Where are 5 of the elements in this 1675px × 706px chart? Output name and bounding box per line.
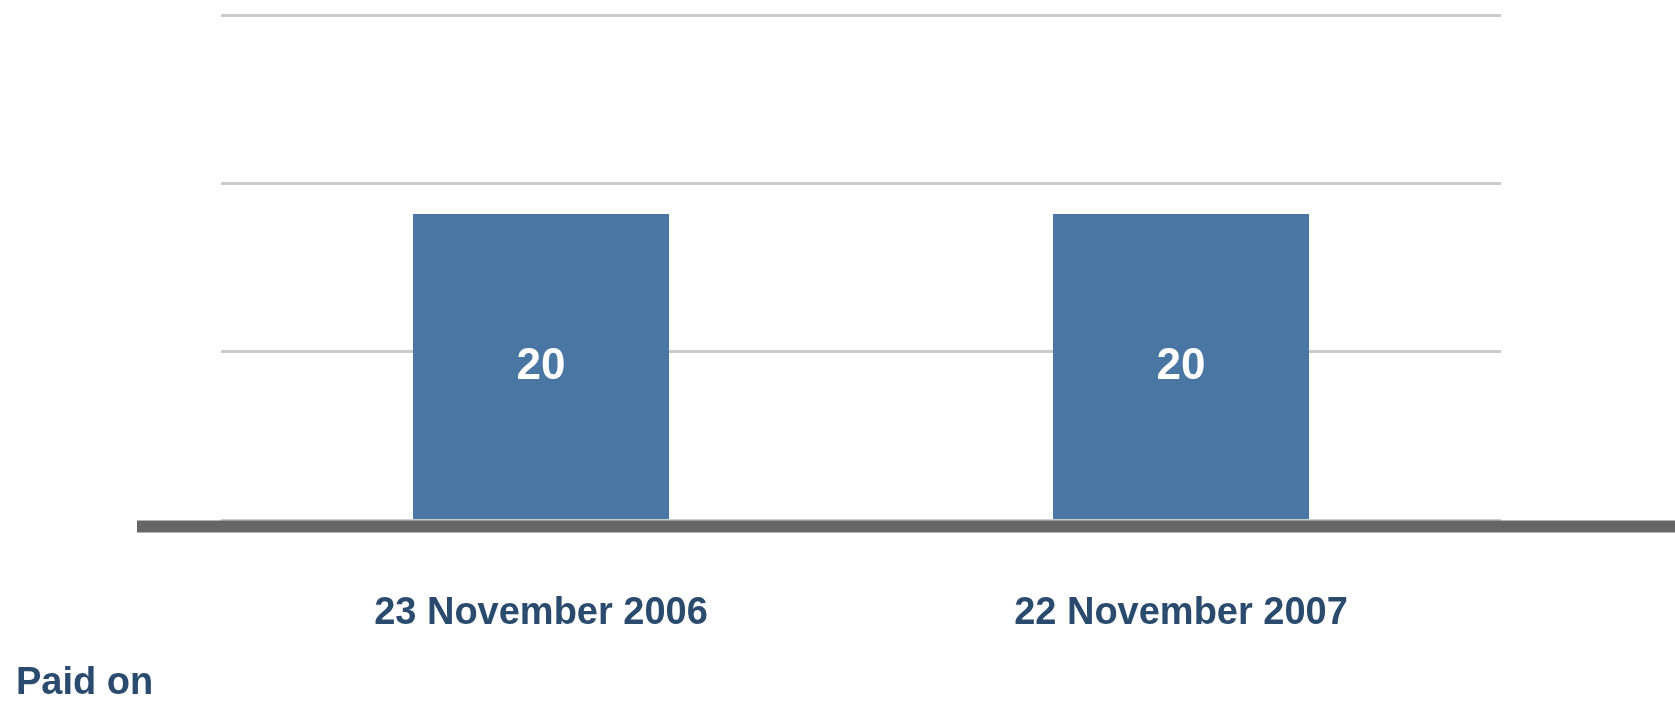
text: Paid on bbox=[16, 660, 154, 703]
x-tick-label: 22 November 2007 bbox=[1014, 589, 1348, 632]
data-label: 20 bbox=[516, 338, 566, 388]
data-label: 20 bbox=[1156, 338, 1206, 388]
x-tick-label: 23 November 2006 bbox=[374, 589, 708, 632]
